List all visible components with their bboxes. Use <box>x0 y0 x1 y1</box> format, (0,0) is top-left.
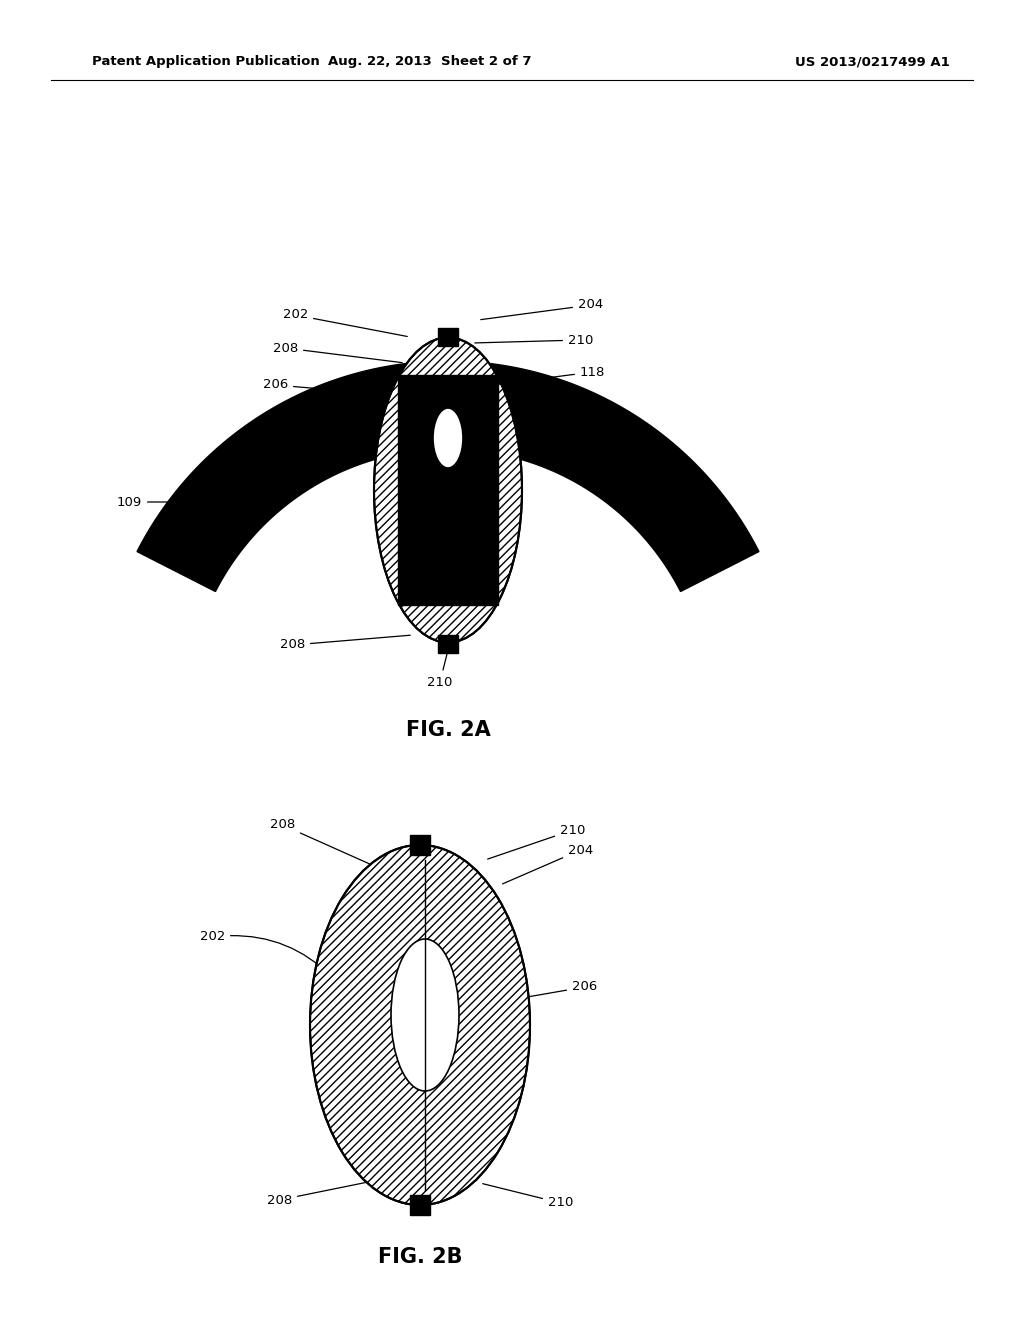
Bar <box>410 836 430 855</box>
Ellipse shape <box>374 338 522 643</box>
Text: 210: 210 <box>482 1184 573 1209</box>
Text: 202: 202 <box>200 931 332 977</box>
Bar <box>410 1195 430 1214</box>
Text: 118: 118 <box>456 366 605 389</box>
Text: 206: 206 <box>263 379 390 395</box>
Text: 210: 210 <box>487 824 586 859</box>
Text: US 2013/0217499 A1: US 2013/0217499 A1 <box>796 55 950 69</box>
Text: 202: 202 <box>283 309 408 337</box>
Text: 206: 206 <box>513 981 597 999</box>
Bar <box>438 635 458 652</box>
Bar <box>438 327 458 346</box>
Text: 210: 210 <box>427 652 453 689</box>
Text: FIG. 2A: FIG. 2A <box>406 719 490 741</box>
Text: 208: 208 <box>269 818 370 863</box>
Text: 212: 212 <box>489 396 599 409</box>
Text: 109: 109 <box>117 495 236 508</box>
Text: Aug. 22, 2013  Sheet 2 of 7: Aug. 22, 2013 Sheet 2 of 7 <box>329 55 531 69</box>
Ellipse shape <box>433 408 463 469</box>
Text: 208: 208 <box>280 635 411 652</box>
Text: FIG. 2B: FIG. 2B <box>378 1247 462 1267</box>
Text: 204: 204 <box>503 843 593 884</box>
Ellipse shape <box>310 845 530 1205</box>
Text: 208: 208 <box>272 342 402 363</box>
Text: Patent Application Publication: Patent Application Publication <box>92 55 319 69</box>
Polygon shape <box>137 360 759 591</box>
Text: 204: 204 <box>480 298 603 319</box>
Text: 210: 210 <box>475 334 593 346</box>
Text: 208: 208 <box>266 1180 375 1206</box>
Bar <box>398 375 498 605</box>
Ellipse shape <box>391 939 459 1092</box>
